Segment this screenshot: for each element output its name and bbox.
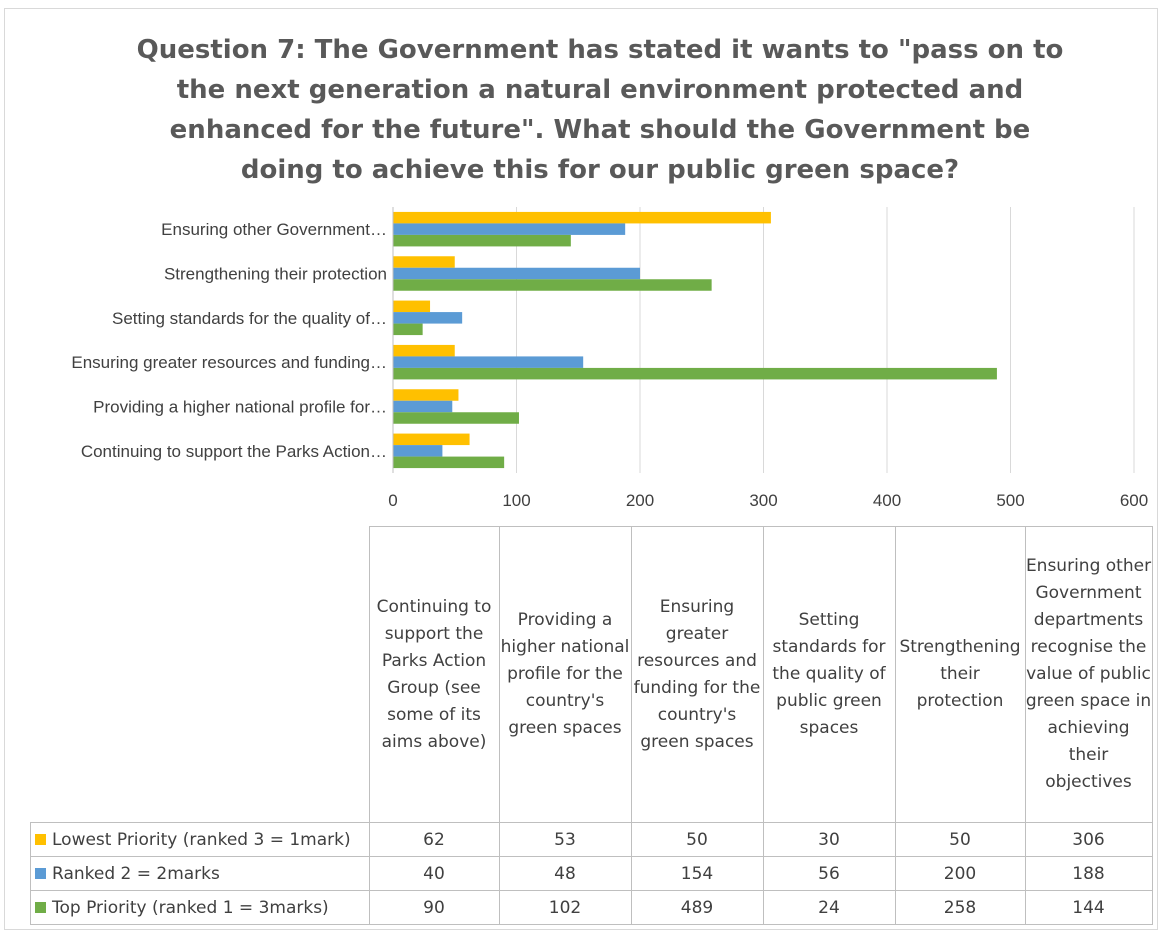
data-table-value: 154 [630, 856, 764, 891]
bar-1-category-3 [393, 344, 455, 357]
x-tick-label: 500 [996, 491, 1024, 510]
bar-1-category-2 [393, 389, 459, 401]
data-table-header-cell: Setting standards for the quality of pub… [762, 526, 896, 823]
legend-swatch [35, 901, 46, 913]
legend-swatch [35, 867, 46, 879]
data-table-value: 90 [368, 890, 500, 925]
data-table-row: Top Priority (ranked 1 = 3marks) 90 102 489… [30, 890, 1153, 925]
gridlines [516, 207, 1135, 473]
data-table-value: 258 [894, 890, 1026, 925]
bars [393, 211, 997, 469]
data-table-value: 40 [368, 856, 500, 891]
bar-2-category-5 [393, 267, 640, 280]
chart-title: Question 7: The Government has stated it… [136, 35, 1064, 185]
x-tick-label: 100 [502, 491, 530, 510]
bar-2-category-4 [393, 312, 463, 324]
data-table-value: 489 [630, 890, 764, 925]
category-label: Strengthening their protection [164, 265, 387, 284]
bar-3-category-5 [393, 279, 712, 291]
category-labels: Continuing to support the Parks Action… P… [71, 220, 387, 461]
bar-2-category-6 [393, 223, 626, 235]
data-table-value: 30 [762, 822, 896, 857]
data-table-value: 53 [498, 822, 632, 857]
legend-entry: Ranked 2 = 2marks [30, 856, 370, 891]
legend-label: Ranked 2 = 2marks [52, 863, 220, 884]
category-label: Continuing to support the Parks Action… [81, 442, 387, 461]
legend-label: Top Priority (ranked 1 = 3marks) [52, 897, 329, 918]
category-label: Ensuring greater resources and funding… [71, 353, 387, 372]
bar-2-category-3 [393, 356, 584, 368]
x-tick-labels: 0 100 200 300 400 500 600 [388, 491, 1148, 510]
bar-1-category-4 [393, 300, 431, 313]
data-table: Continuing to support the Parks Action G… [30, 526, 1153, 925]
legend-swatch [35, 833, 46, 845]
category-label: Ensuring other Government… [161, 220, 387, 239]
category-label: Setting standards for the quality of… [112, 309, 387, 328]
x-tick-label: 600 [1120, 491, 1148, 510]
bar-1-category-1 [393, 433, 470, 446]
bar-3-category-2 [393, 412, 519, 424]
data-table-header-cell: Ensuring greater resources and funding f… [630, 526, 764, 823]
data-table-corner [30, 526, 370, 823]
data-table-value: 102 [498, 890, 632, 925]
bar-1-category-6 [393, 211, 771, 224]
data-table-value: 56 [762, 856, 896, 891]
data-table-row: Ranked 2 = 2marks 40 48 154 56 200 188 [30, 856, 1153, 891]
bar-3-category-6 [393, 234, 571, 247]
data-table-header-cell: Ensuring other Government departments re… [1024, 526, 1153, 823]
category-label: Providing a higher national profile for… [93, 398, 387, 417]
data-table-value: 188 [1024, 856, 1153, 891]
chart-frame [4, 8, 1158, 930]
data-table-value: 144 [1024, 890, 1153, 925]
legend-entry: Lowest Priority (ranked 3 = 1mark) [30, 822, 370, 857]
bar-3-category-1 [393, 456, 505, 469]
legend-entry: Top Priority (ranked 1 = 3marks) [30, 890, 370, 925]
bar-1-category-5 [393, 256, 455, 268]
data-table-header-row: Continuing to support the Parks Action G… [30, 526, 1153, 823]
data-table-value: 200 [894, 856, 1026, 891]
x-tick-label: 300 [749, 491, 777, 510]
data-table-value: 62 [368, 822, 500, 857]
bar-2-category-1 [393, 445, 443, 457]
data-table-row: Lowest Priority (ranked 3 = 1mark) 62 53 50… [30, 822, 1153, 857]
bar-3-category-3 [393, 367, 997, 380]
legend-label: Lowest Priority (ranked 3 = 1mark) [52, 829, 351, 850]
x-tick-label: 0 [388, 491, 397, 510]
data-table-value: 50 [630, 822, 764, 857]
data-table-value: 50 [894, 822, 1026, 857]
data-table-value: 24 [762, 890, 896, 925]
data-table-header-cell: Providing a higher national profile for … [498, 526, 632, 823]
bar-2-category-2 [393, 400, 453, 413]
data-table-header-cell: Strengthening their protection [894, 526, 1026, 823]
data-table-value: 306 [1024, 822, 1153, 857]
bar-3-category-4 [393, 323, 423, 336]
x-tick-label: 200 [626, 491, 654, 510]
x-tick-label: 400 [873, 491, 901, 510]
data-table-value: 48 [498, 856, 632, 891]
data-table-header-cell: Continuing to support the Parks Action G… [368, 526, 500, 823]
